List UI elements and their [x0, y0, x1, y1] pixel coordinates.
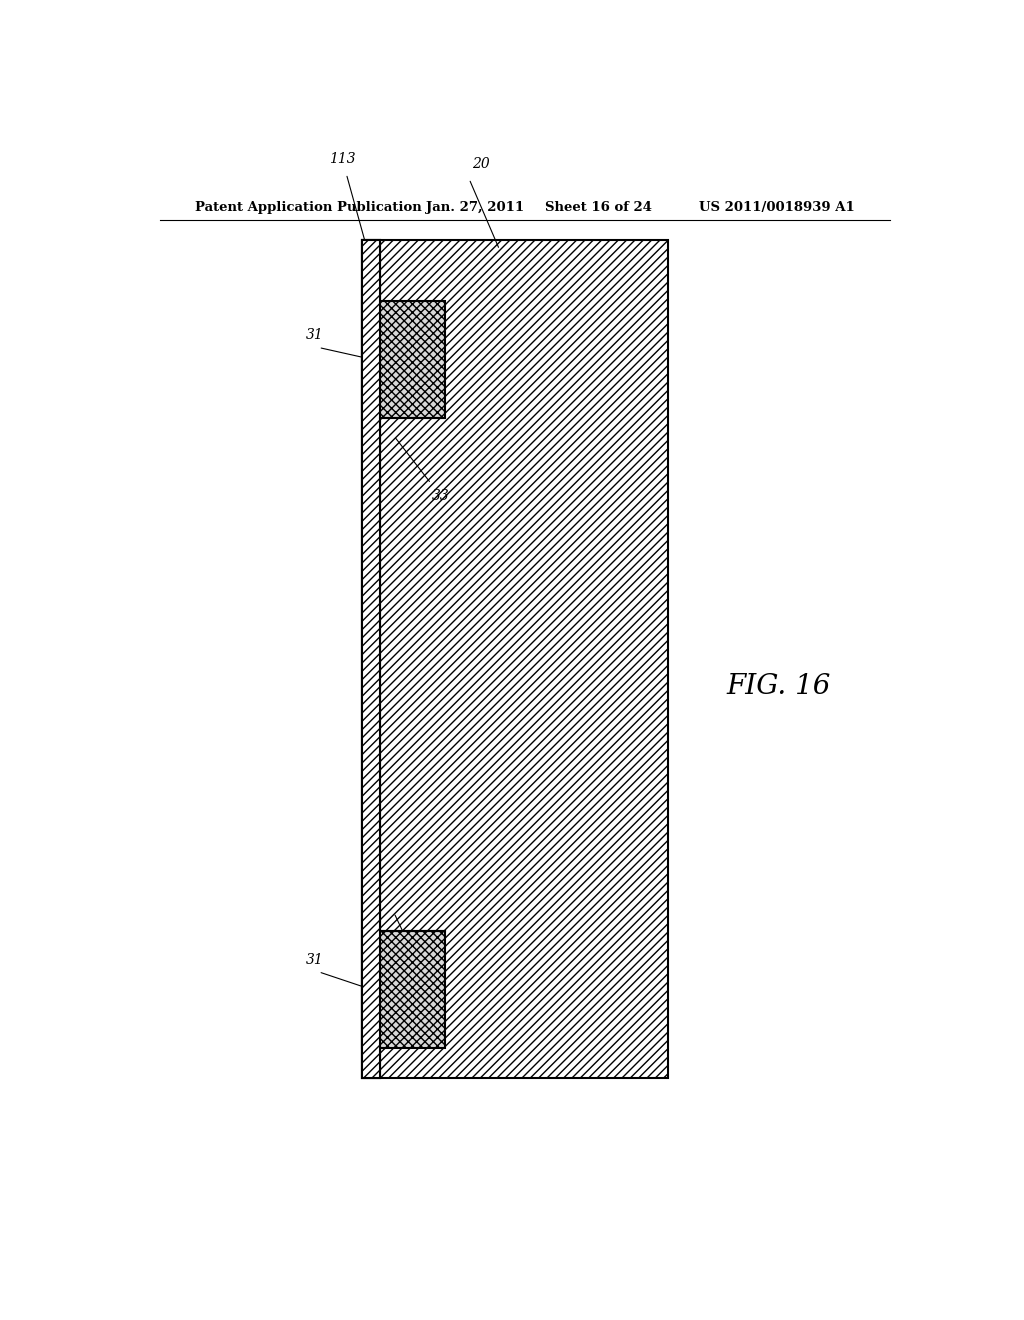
Bar	[362, 240, 380, 1078]
Text: 113: 113	[329, 152, 355, 165]
Text: Jan. 27, 2011: Jan. 27, 2011	[426, 201, 523, 214]
Bar	[362, 931, 445, 1048]
Bar	[362, 240, 668, 1078]
Bar	[362, 240, 668, 1078]
Text: Patent Application Publication: Patent Application Publication	[196, 201, 422, 214]
Text: 33: 33	[432, 488, 450, 503]
Text: FIG. 16: FIG. 16	[727, 673, 830, 701]
Bar	[362, 240, 380, 1078]
Text: US 2011/0018939 A1: US 2011/0018939 A1	[699, 201, 855, 214]
Text: 31: 31	[305, 953, 324, 966]
Bar	[362, 240, 380, 1078]
Text: 52: 52	[423, 986, 440, 999]
Bar	[362, 301, 445, 417]
Text: 31: 31	[305, 329, 324, 342]
Text: 20: 20	[472, 157, 489, 170]
Text: Sheet 16 of 24: Sheet 16 of 24	[545, 201, 651, 214]
